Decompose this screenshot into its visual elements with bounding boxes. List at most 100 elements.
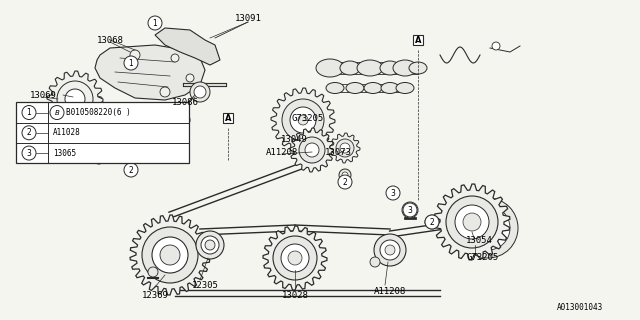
Polygon shape: [47, 71, 103, 127]
Circle shape: [339, 169, 351, 181]
Ellipse shape: [409, 62, 427, 74]
Circle shape: [446, 196, 498, 248]
Text: A11028: A11028: [53, 128, 81, 137]
Circle shape: [57, 81, 93, 117]
Circle shape: [142, 227, 198, 283]
Text: G73205: G73205: [467, 253, 499, 262]
Text: 1: 1: [180, 116, 186, 124]
Circle shape: [124, 163, 138, 177]
Circle shape: [165, 146, 179, 160]
Polygon shape: [330, 133, 360, 163]
Polygon shape: [263, 226, 327, 290]
Circle shape: [385, 245, 395, 255]
Text: 2: 2: [342, 178, 348, 187]
Circle shape: [281, 244, 309, 272]
Text: 12305: 12305: [191, 281, 218, 290]
Circle shape: [22, 146, 36, 160]
Circle shape: [186, 74, 194, 82]
Circle shape: [124, 56, 138, 70]
Circle shape: [205, 240, 215, 250]
Ellipse shape: [346, 83, 364, 93]
Circle shape: [299, 137, 325, 163]
Circle shape: [85, 125, 115, 155]
Text: 13086: 13086: [172, 98, 198, 107]
Circle shape: [370, 257, 380, 267]
Text: 1: 1: [27, 108, 31, 117]
Circle shape: [340, 143, 350, 153]
Circle shape: [402, 202, 418, 218]
Text: 13091: 13091: [235, 13, 261, 22]
Text: A: A: [415, 36, 421, 44]
Circle shape: [429, 219, 435, 226]
Text: A: A: [225, 114, 231, 123]
Ellipse shape: [340, 61, 360, 75]
Circle shape: [22, 106, 36, 120]
Circle shape: [22, 126, 36, 140]
Ellipse shape: [316, 59, 344, 77]
Text: A11208: A11208: [374, 286, 406, 295]
Text: 1: 1: [129, 59, 133, 68]
Ellipse shape: [393, 60, 417, 76]
Circle shape: [406, 206, 414, 214]
Circle shape: [201, 236, 219, 254]
Text: A013001043: A013001043: [557, 303, 603, 313]
Circle shape: [171, 54, 179, 62]
Bar: [413, 35, 423, 45]
Ellipse shape: [381, 83, 399, 93]
Circle shape: [374, 234, 406, 266]
Circle shape: [50, 106, 64, 120]
Circle shape: [148, 16, 162, 30]
Polygon shape: [95, 45, 205, 100]
Circle shape: [126, 143, 140, 157]
Circle shape: [176, 113, 190, 127]
Circle shape: [148, 267, 158, 277]
Circle shape: [455, 205, 489, 239]
Ellipse shape: [357, 60, 383, 76]
Text: 13069: 13069: [29, 91, 56, 100]
Text: 2: 2: [129, 165, 133, 174]
Bar: [16, 102, 189, 163]
Polygon shape: [434, 184, 510, 260]
Circle shape: [425, 215, 439, 229]
Text: 13028: 13028: [282, 291, 308, 300]
Circle shape: [152, 237, 188, 273]
Circle shape: [196, 231, 224, 259]
Circle shape: [458, 198, 518, 258]
Polygon shape: [130, 215, 210, 295]
Circle shape: [342, 172, 348, 178]
Text: 2: 2: [27, 128, 31, 137]
Ellipse shape: [380, 61, 400, 75]
Ellipse shape: [396, 83, 414, 93]
Text: 3: 3: [27, 148, 31, 157]
Text: 13068: 13068: [97, 36, 124, 44]
Text: 3: 3: [408, 205, 412, 214]
Circle shape: [403, 203, 417, 217]
Text: B010508220(6 ): B010508220(6 ): [66, 108, 131, 117]
Circle shape: [386, 186, 400, 200]
Circle shape: [130, 50, 140, 60]
Circle shape: [425, 215, 439, 229]
Ellipse shape: [326, 83, 344, 93]
Text: 13073: 13073: [324, 148, 351, 156]
Text: 13049: 13049: [280, 134, 307, 143]
Circle shape: [65, 89, 85, 109]
Text: 13065: 13065: [53, 148, 76, 157]
Text: 1: 1: [152, 19, 157, 28]
Text: 3: 3: [390, 188, 396, 197]
Circle shape: [160, 87, 170, 97]
Circle shape: [305, 143, 319, 157]
Polygon shape: [155, 28, 220, 65]
Circle shape: [288, 251, 302, 265]
Polygon shape: [76, 116, 124, 164]
Circle shape: [273, 236, 317, 280]
Circle shape: [290, 107, 316, 133]
Circle shape: [92, 132, 108, 148]
Circle shape: [282, 99, 324, 141]
Circle shape: [463, 213, 481, 231]
Circle shape: [492, 42, 500, 50]
Circle shape: [160, 245, 180, 265]
Circle shape: [129, 146, 137, 154]
Circle shape: [336, 139, 354, 157]
Text: 12369: 12369: [141, 291, 168, 300]
Text: 13054: 13054: [465, 236, 492, 244]
